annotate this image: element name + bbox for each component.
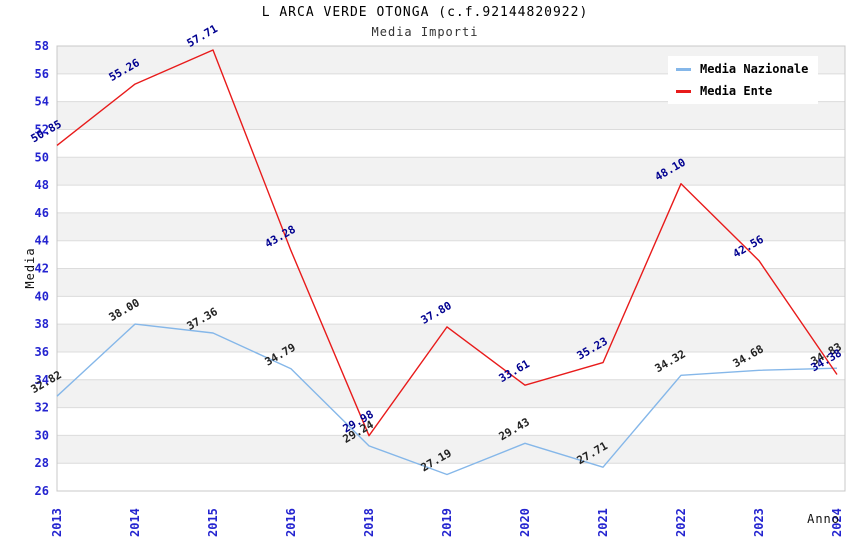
legend-label: Media Ente <box>700 84 773 98</box>
y-tick-label: 30 <box>35 428 49 442</box>
point-label: 38.00 <box>107 296 142 324</box>
chart-subtitle: Media Importi <box>371 25 479 39</box>
chart-title: L ARCA VERDE OTONGA (c.f.92144820922) <box>261 5 589 20</box>
x-tick-label: 2020 <box>518 508 532 537</box>
point-label: 37.80 <box>419 299 454 327</box>
y-tick-label: 58 <box>35 39 49 53</box>
x-axis-label: Anno <box>807 512 840 526</box>
plot-band <box>57 212 845 241</box>
y-tick-label: 34 <box>35 373 49 387</box>
legend-item-media-nazionale: Media Nazionale <box>676 62 818 76</box>
x-tick-label: 2022 <box>674 508 688 537</box>
x-tick-label: 2015 <box>206 508 220 537</box>
x-tick-label: 2016 <box>284 508 298 537</box>
y-tick-label: 48 <box>35 178 49 192</box>
plot-band <box>57 435 845 464</box>
y-tick-label: 50 <box>35 150 49 164</box>
legend-item-media-ente: Media Ente <box>676 84 818 98</box>
x-tick-label: 2014 <box>128 508 142 537</box>
plot-border <box>56 45 846 492</box>
y-axis-label: Media <box>23 247 37 289</box>
plot-band <box>57 268 845 297</box>
y-tick-label: 42 <box>35 262 49 276</box>
legend-label: Media Nazionale <box>700 62 809 76</box>
y-tick-label: 26 <box>35 484 49 498</box>
plot-band <box>57 324 845 352</box>
x-tick-label: 2018 <box>362 508 376 537</box>
y-tick-label: 38 <box>35 317 49 331</box>
series-line-media-ente <box>56 49 838 437</box>
plot-band <box>57 101 845 130</box>
x-tick-label: 2013 <box>50 508 64 537</box>
x-tick-label: 2023 <box>752 508 766 537</box>
media-nazionale-line-swatch <box>676 67 691 71</box>
x-tick-label: 2024 <box>830 508 844 537</box>
y-tick-label: 56 <box>35 67 49 81</box>
y-tick-label: 52 <box>35 122 49 136</box>
y-tick-label: 46 <box>35 206 49 220</box>
media-ente-line-swatch <box>676 89 691 93</box>
y-tick-label: 54 <box>35 95 49 109</box>
y-tick-label: 40 <box>35 289 49 303</box>
y-tick-label: 36 <box>35 345 49 359</box>
y-tick-label: 32 <box>35 401 49 415</box>
plot-band <box>57 157 845 186</box>
plot-band <box>57 379 845 408</box>
y-tick-label: 28 <box>35 456 49 470</box>
legend: Media Nazionale Media Ente <box>668 56 818 104</box>
series-line-media-nazionale <box>56 323 838 476</box>
x-tick-label: 2019 <box>440 508 454 537</box>
y-tick-label: 44 <box>35 234 49 248</box>
x-tick-label: 2021 <box>596 508 610 537</box>
